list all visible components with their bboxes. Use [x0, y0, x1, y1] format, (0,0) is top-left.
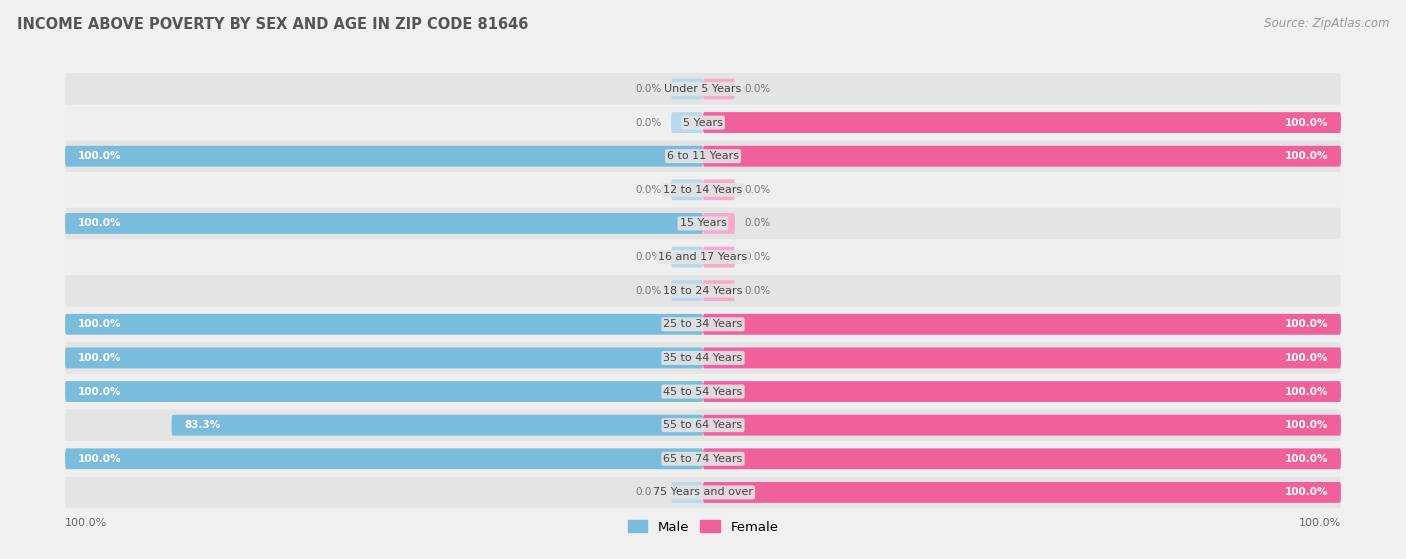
Text: 100.0%: 100.0%	[1285, 420, 1329, 430]
Text: 100.0%: 100.0%	[1285, 387, 1329, 396]
Text: 0.0%: 0.0%	[744, 185, 770, 195]
FancyBboxPatch shape	[703, 348, 1341, 368]
Text: 6 to 11 Years: 6 to 11 Years	[666, 151, 740, 161]
FancyBboxPatch shape	[172, 415, 703, 435]
Text: 100.0%: 100.0%	[1285, 117, 1329, 127]
FancyBboxPatch shape	[703, 247, 735, 267]
Text: 0.0%: 0.0%	[744, 252, 770, 262]
FancyBboxPatch shape	[671, 482, 703, 503]
Text: 0.0%: 0.0%	[636, 84, 662, 94]
FancyBboxPatch shape	[65, 241, 1341, 273]
Text: INCOME ABOVE POVERTY BY SEX AND AGE IN ZIP CODE 81646: INCOME ABOVE POVERTY BY SEX AND AGE IN Z…	[17, 17, 529, 32]
Text: 100.0%: 100.0%	[77, 353, 121, 363]
Text: 45 to 54 Years: 45 to 54 Years	[664, 387, 742, 396]
Text: 35 to 44 Years: 35 to 44 Years	[664, 353, 742, 363]
Text: 65 to 74 Years: 65 to 74 Years	[664, 454, 742, 464]
FancyBboxPatch shape	[671, 247, 703, 267]
Text: 12 to 14 Years: 12 to 14 Years	[664, 185, 742, 195]
FancyBboxPatch shape	[703, 280, 735, 301]
Text: 0.0%: 0.0%	[744, 219, 770, 229]
FancyBboxPatch shape	[65, 448, 703, 469]
FancyBboxPatch shape	[65, 275, 1341, 306]
FancyBboxPatch shape	[65, 107, 1341, 139]
FancyBboxPatch shape	[703, 314, 1341, 335]
Text: 100.0%: 100.0%	[77, 219, 121, 229]
FancyBboxPatch shape	[703, 415, 1341, 435]
FancyBboxPatch shape	[65, 376, 1341, 408]
FancyBboxPatch shape	[65, 342, 1341, 374]
Text: 100.0%: 100.0%	[77, 319, 121, 329]
Text: 55 to 64 Years: 55 to 64 Years	[664, 420, 742, 430]
FancyBboxPatch shape	[65, 314, 703, 335]
Text: Under 5 Years: Under 5 Years	[665, 84, 741, 94]
Text: 0.0%: 0.0%	[636, 117, 662, 127]
FancyBboxPatch shape	[65, 174, 1341, 206]
FancyBboxPatch shape	[703, 179, 735, 200]
FancyBboxPatch shape	[671, 78, 703, 100]
Text: 100.0%: 100.0%	[77, 387, 121, 396]
FancyBboxPatch shape	[671, 112, 703, 133]
FancyBboxPatch shape	[65, 477, 1341, 508]
FancyBboxPatch shape	[65, 381, 703, 402]
FancyBboxPatch shape	[703, 146, 1341, 167]
FancyBboxPatch shape	[65, 140, 1341, 172]
FancyBboxPatch shape	[703, 78, 735, 100]
Text: 0.0%: 0.0%	[744, 84, 770, 94]
FancyBboxPatch shape	[65, 146, 703, 167]
FancyBboxPatch shape	[65, 409, 1341, 441]
FancyBboxPatch shape	[703, 381, 1341, 402]
Text: 18 to 24 Years: 18 to 24 Years	[664, 286, 742, 296]
Text: 15 Years: 15 Years	[679, 219, 727, 229]
FancyBboxPatch shape	[703, 112, 1341, 133]
Text: 100.0%: 100.0%	[1285, 319, 1329, 329]
FancyBboxPatch shape	[65, 348, 703, 368]
Text: 100.0%: 100.0%	[1285, 353, 1329, 363]
Text: 100.0%: 100.0%	[1299, 518, 1341, 528]
FancyBboxPatch shape	[671, 179, 703, 200]
FancyBboxPatch shape	[65, 443, 1341, 475]
FancyBboxPatch shape	[65, 207, 1341, 239]
Text: 0.0%: 0.0%	[636, 252, 662, 262]
Text: 100.0%: 100.0%	[1285, 151, 1329, 161]
Text: 100.0%: 100.0%	[1285, 454, 1329, 464]
FancyBboxPatch shape	[671, 280, 703, 301]
Text: 83.3%: 83.3%	[184, 420, 221, 430]
Text: 0.0%: 0.0%	[636, 286, 662, 296]
Text: 0.0%: 0.0%	[636, 487, 662, 498]
FancyBboxPatch shape	[703, 213, 735, 234]
Legend: Male, Female: Male, Female	[623, 515, 783, 539]
Text: 75 Years and over: 75 Years and over	[652, 487, 754, 498]
FancyBboxPatch shape	[65, 213, 703, 234]
Text: Source: ZipAtlas.com: Source: ZipAtlas.com	[1264, 17, 1389, 30]
FancyBboxPatch shape	[65, 309, 1341, 340]
Text: 0.0%: 0.0%	[744, 286, 770, 296]
Text: 0.0%: 0.0%	[636, 185, 662, 195]
Text: 100.0%: 100.0%	[77, 151, 121, 161]
Text: 100.0%: 100.0%	[65, 518, 107, 528]
FancyBboxPatch shape	[703, 482, 1341, 503]
Text: 16 and 17 Years: 16 and 17 Years	[658, 252, 748, 262]
FancyBboxPatch shape	[703, 448, 1341, 469]
Text: 5 Years: 5 Years	[683, 117, 723, 127]
Text: 100.0%: 100.0%	[77, 454, 121, 464]
FancyBboxPatch shape	[65, 73, 1341, 105]
Text: 100.0%: 100.0%	[1285, 487, 1329, 498]
Text: 25 to 34 Years: 25 to 34 Years	[664, 319, 742, 329]
